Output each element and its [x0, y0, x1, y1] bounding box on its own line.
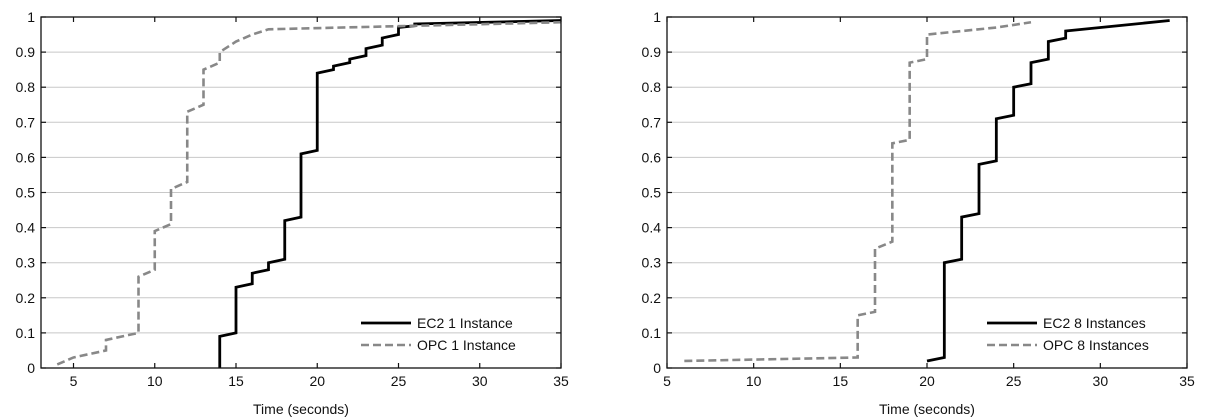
chart-2: 00.10.20.30.40.50.60.70.80.915 10 15 20 25 30…: [642, 9, 1195, 417]
y-tick-label: 0.7: [642, 114, 662, 130]
x-tick-label: 20: [309, 373, 325, 389]
legend-label: OPC 1 Instance: [417, 337, 516, 353]
legend: EC2 1 Instance OPC 1 Instance: [361, 315, 516, 353]
y-tick-label: 0.5: [16, 185, 36, 201]
legend-label: EC2 1 Instance: [417, 315, 513, 331]
y-tick-label: 0.5: [642, 185, 662, 201]
y-tick-label: 0.8: [16, 79, 36, 95]
y-tick-label: 0.9: [642, 44, 662, 60]
y-tick-label: 0.3: [16, 255, 36, 271]
y-tick-label: 0.3: [642, 255, 662, 271]
y-tick-label: 0: [653, 360, 661, 376]
x-tick-label: 30: [1093, 373, 1109, 389]
y-tick-label: 1: [27, 9, 35, 25]
series-line-ec2: [218, 19, 562, 368]
y-tick-label: 0.6: [642, 149, 662, 165]
chart-1: 00.10.20.30.40.50.60.70.80.915 10 15 20 25 30…: [16, 9, 569, 417]
x-axis-label: Time (seconds): [879, 401, 975, 417]
series-line-opc: [684, 20, 1032, 363]
x-tick-label: 15: [228, 373, 244, 389]
y-tick-label: 0.8: [642, 79, 662, 95]
y-tick-label: 0.9: [16, 44, 36, 60]
x-tick-label: 25: [1006, 373, 1022, 389]
x-tick-label: 10: [147, 373, 163, 389]
x-tick-label: 15: [833, 373, 849, 389]
x-tick-label: 25: [391, 373, 407, 389]
y-tick-label: 0.4: [642, 220, 662, 236]
y-tick-label: 0.4: [16, 220, 36, 236]
x-axis-label: Time (seconds): [253, 401, 349, 417]
x-tick-label: 10: [746, 373, 762, 389]
y-tick-label: 0.1: [642, 325, 662, 341]
legend: EC2 8 Instances OPC 8 Instances: [987, 315, 1149, 353]
y-tick-label: 0.7: [16, 114, 36, 130]
x-tick-label: 30: [472, 373, 488, 389]
series-line-ec2: [926, 19, 1170, 363]
x-tick-label: 5: [663, 373, 671, 389]
y-tick-label: 1: [653, 9, 661, 25]
legend-label: EC2 8 Instances: [1043, 315, 1146, 331]
x-tick-label: 35: [553, 373, 569, 389]
y-tick-label: 0.2: [642, 290, 662, 306]
y-tick-label: 0.6: [16, 149, 36, 165]
legend-label: OPC 8 Instances: [1043, 337, 1149, 353]
y-tick-label: 0: [27, 360, 35, 376]
y-tick-label: 0.1: [16, 325, 36, 341]
x-tick-label: 5: [70, 373, 78, 389]
x-tick-label: 20: [919, 373, 935, 389]
y-tick-label: 0.2: [16, 290, 36, 306]
series-line-opc: [56, 20, 562, 366]
x-tick-label: 35: [1179, 373, 1195, 389]
